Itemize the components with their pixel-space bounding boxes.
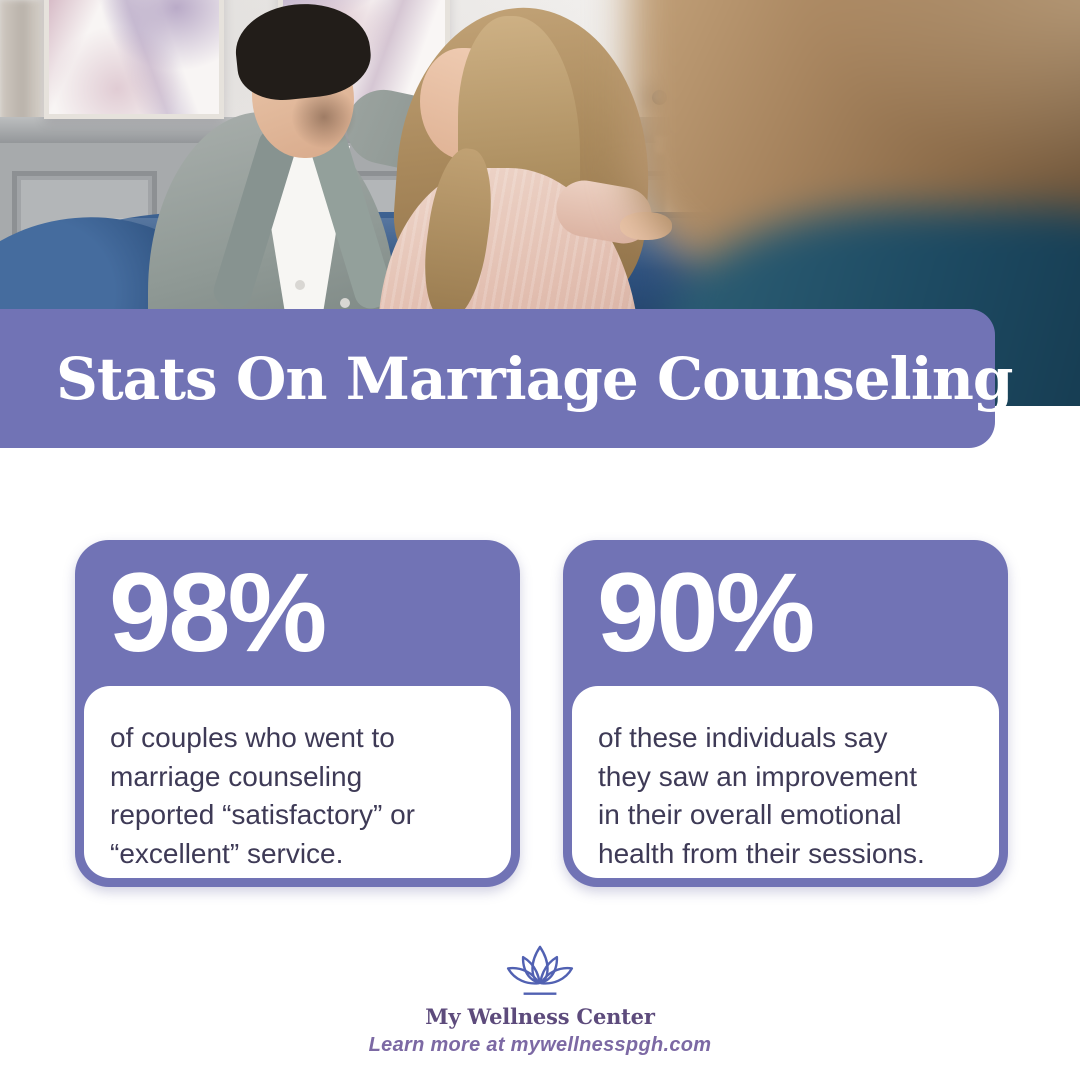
stat-description: of these individuals say they saw an imp… — [598, 722, 925, 869]
stat-value: 90% — [597, 550, 815, 675]
stats-cards: 98% of couples who went to marriage coun… — [75, 540, 1008, 887]
cardigan-button — [340, 298, 350, 308]
marble-art-frame — [44, 0, 224, 119]
page-title: Stats On Marriage Counseling — [56, 344, 1013, 413]
stat-description-panel: of these individuals say they saw an imp… — [572, 686, 999, 878]
stat-description: of couples who went to marriage counseli… — [110, 722, 415, 869]
cardigan-button — [295, 280, 305, 290]
stat-card-98: 98% of couples who went to marriage coun… — [75, 540, 520, 887]
title-banner: Stats On Marriage Counseling — [0, 309, 1013, 448]
stat-value: 98% — [109, 550, 327, 675]
brand-tagline: Learn more at mywellnesspgh.com — [368, 1034, 712, 1056]
brand-name: My Wellness Center — [425, 1004, 655, 1029]
stat-description-panel: of couples who went to marriage counseli… — [84, 686, 511, 878]
lotus-icon — [506, 945, 574, 995]
brand-footer: My Wellness Center Learn more at mywelln… — [0, 944, 1080, 1057]
stat-card-90: 90% of these individuals say they saw an… — [563, 540, 1008, 887]
